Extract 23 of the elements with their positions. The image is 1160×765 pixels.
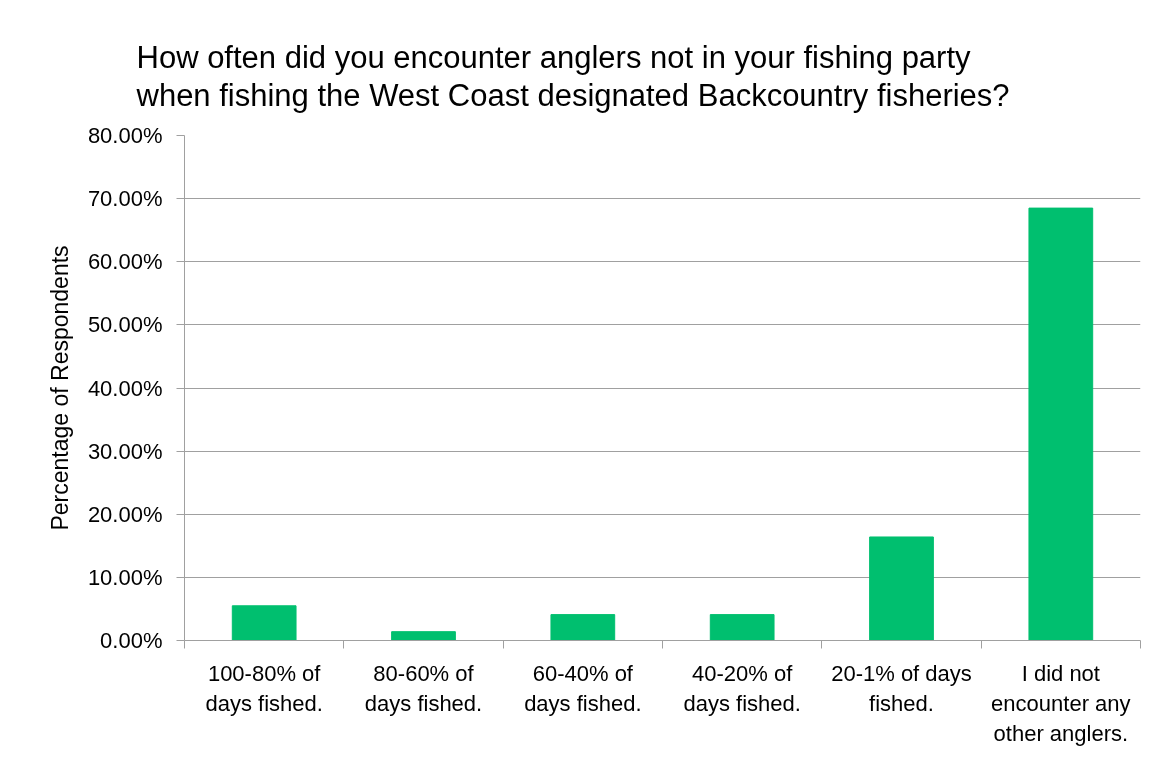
y-tick-label: 50.00% xyxy=(87,312,163,338)
y-tick-label: 0.00% xyxy=(100,628,163,653)
y-tick-label: 20.00% xyxy=(87,501,163,527)
y-tick-label: 70.00% xyxy=(87,186,163,212)
bar xyxy=(709,614,775,641)
bar xyxy=(231,605,297,641)
y-tick-label: 40.00% xyxy=(87,375,163,401)
y-axis-title: Percentage of Respondents xyxy=(46,245,73,531)
bar xyxy=(391,631,456,641)
bar xyxy=(869,536,934,641)
x-tick-label: 80-60% of days fished. xyxy=(364,660,483,716)
bar xyxy=(550,614,616,641)
x-tick-label: 100-80% of days fished. xyxy=(205,660,323,716)
chart-title: How often did you encounter anglers not in your fishing party when fishing the West Coast designated Backcountry fisheries? xyxy=(135,39,1010,113)
x-tick-label: 20-1% of days fished. xyxy=(831,660,972,716)
x-tick-label: 60-40% of days fished. xyxy=(524,660,642,716)
x-tick-label: I did not encounter any other anglers. xyxy=(991,660,1131,746)
y-tick-label: 30.00% xyxy=(87,438,163,464)
bar xyxy=(1028,207,1094,641)
y-tick-label: 10.00% xyxy=(87,564,163,590)
x-tick-label: 40-20% of days fished. xyxy=(683,660,801,716)
y-tick-label: 80.00% xyxy=(87,123,163,148)
y-tick-label: 60.00% xyxy=(87,249,163,275)
